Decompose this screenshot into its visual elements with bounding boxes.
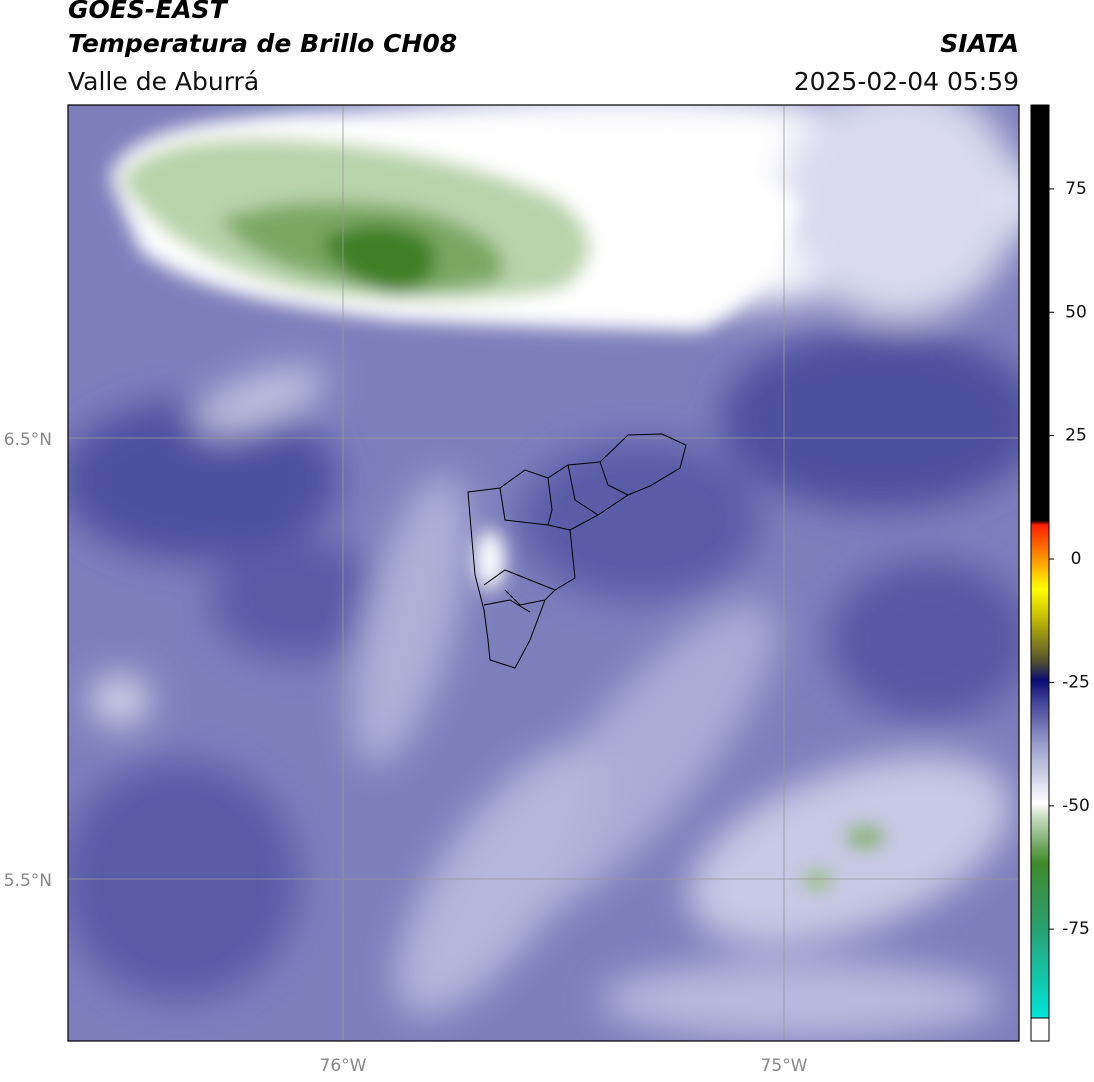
colorbar-tick-label: 0	[1071, 549, 1082, 569]
lat-label: 5.5°N	[4, 871, 52, 891]
map-frame	[67, 104, 1020, 1042]
colorbar-tick-label: 50	[1065, 302, 1087, 322]
valley-boundaries	[467, 433, 687, 669]
lon-label: 75°W	[761, 1056, 808, 1076]
colorbar	[1030, 104, 1050, 1042]
colorbar-tick-label: 25	[1065, 426, 1087, 446]
colorbar-tick-label: 75	[1065, 179, 1087, 199]
datetime: 2025-02-04 05:59	[794, 67, 1019, 96]
colorbar-tick-label: -50	[1062, 796, 1090, 816]
lat-label: 6.5°N	[4, 430, 52, 450]
lon-label: 76°W	[320, 1056, 367, 1076]
colorbar-tick-label: -75	[1062, 919, 1090, 939]
source: SIATA	[940, 29, 1019, 58]
subtitle: Temperatura de Brillo CH08	[68, 29, 457, 58]
colorbar-tick-label: -25	[1062, 672, 1090, 692]
colorbar-gradient	[1031, 105, 1049, 1018]
map-imagery	[68, 105, 1019, 1041]
region: Valle de Aburrá	[68, 67, 259, 96]
title: GOES-EAST	[68, 0, 229, 24]
colorbar-extension	[1030, 1017, 1050, 1042]
colorbar-frame	[1030, 104, 1050, 1042]
